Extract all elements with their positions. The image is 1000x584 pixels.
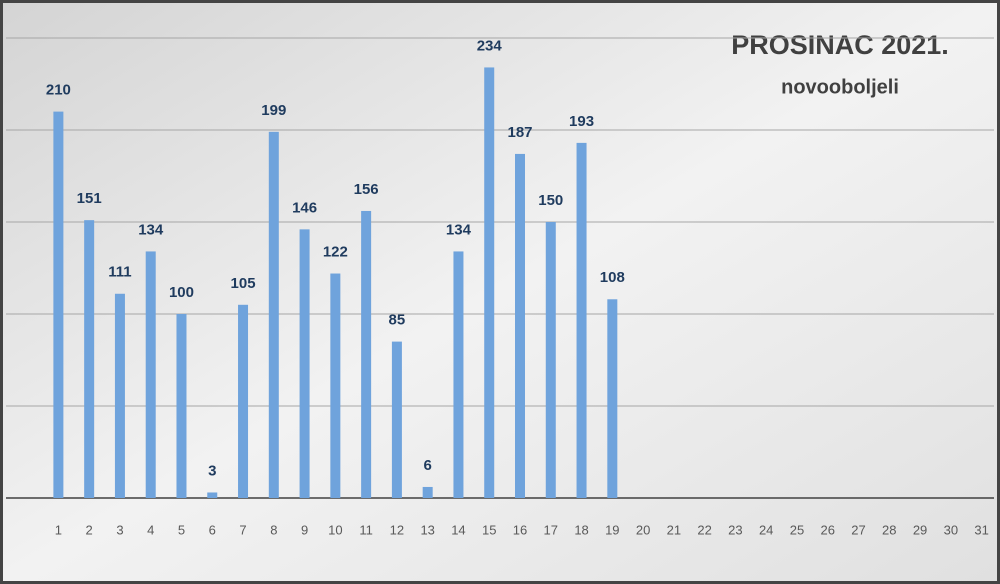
- value-label: 85: [389, 312, 406, 329]
- x-tick-label: 20: [636, 522, 650, 537]
- bar: [114, 293, 125, 498]
- value-label: 146: [292, 199, 317, 216]
- value-label: 151: [77, 190, 102, 207]
- bar: [515, 153, 525, 499]
- bar: [391, 341, 402, 498]
- x-tick-label: 5: [178, 522, 185, 537]
- x-tick-label: 8: [270, 522, 277, 537]
- bar: [576, 142, 587, 498]
- x-tick-label: 28: [882, 522, 896, 537]
- value-label: 199: [261, 102, 286, 119]
- x-tick-label: 25: [790, 522, 804, 537]
- value-label: 134: [138, 221, 164, 238]
- bar: [453, 251, 464, 498]
- bar: [176, 314, 187, 498]
- x-tick-label: 1: [55, 522, 62, 537]
- x-tick-label: 23: [728, 522, 742, 537]
- x-tick-label: 21: [667, 522, 681, 537]
- x-tick-label: 4: [147, 522, 154, 537]
- bar: [238, 304, 249, 498]
- x-tick-label: 30: [944, 522, 958, 537]
- value-label: 187: [507, 124, 532, 141]
- x-tick-label: 13: [420, 522, 434, 537]
- bar: [268, 131, 279, 498]
- x-tick-label: 12: [390, 522, 404, 537]
- bar: [84, 220, 95, 498]
- x-tick-label: 19: [605, 522, 619, 537]
- value-label: 100: [169, 284, 194, 301]
- x-tick-label: 27: [851, 522, 865, 537]
- value-label: 111: [108, 264, 131, 281]
- value-label: 6: [424, 457, 432, 474]
- bar: [207, 492, 218, 498]
- x-tick-label: 10: [328, 522, 342, 537]
- x-tick-label: 29: [913, 522, 927, 537]
- value-label: 210: [46, 82, 71, 99]
- bar: [484, 67, 495, 498]
- x-tick-label: 11: [359, 522, 373, 537]
- x-tick-label: 14: [451, 522, 465, 537]
- value-label: 234: [477, 37, 503, 54]
- value-label: 122: [323, 243, 348, 260]
- x-tick-label: 26: [821, 522, 835, 537]
- x-tick-label: 31: [974, 522, 988, 537]
- value-label: 156: [354, 181, 379, 198]
- chart-title: PROSINAC 2021.: [731, 30, 949, 60]
- bar: [330, 273, 341, 498]
- value-label: 150: [538, 192, 563, 209]
- bar: [299, 229, 310, 499]
- x-tick-label: 2: [86, 522, 93, 537]
- value-label: 193: [569, 113, 594, 130]
- chart-subtitle: novooboljeli: [781, 76, 899, 98]
- value-label: 3: [208, 462, 216, 479]
- bar: [545, 222, 556, 498]
- bar: [53, 111, 64, 498]
- bar: [422, 486, 433, 498]
- x-tick-label: 18: [574, 522, 588, 537]
- x-tick-label: 16: [513, 522, 527, 537]
- bar: [607, 299, 618, 498]
- value-label: 108: [600, 269, 625, 286]
- x-tick-label: 22: [697, 522, 711, 537]
- x-tick-label: 9: [301, 522, 308, 537]
- x-tick-label: 6: [209, 522, 216, 537]
- x-tick-label: 24: [759, 522, 773, 537]
- x-tick-label: 7: [239, 522, 246, 537]
- x-tick-label: 15: [482, 522, 496, 537]
- value-label: 105: [231, 275, 256, 292]
- bar: [361, 210, 372, 498]
- bar: [145, 251, 156, 498]
- x-tick-label: 17: [544, 522, 558, 537]
- value-label: 134: [446, 221, 472, 238]
- x-tick-label: 3: [116, 522, 123, 537]
